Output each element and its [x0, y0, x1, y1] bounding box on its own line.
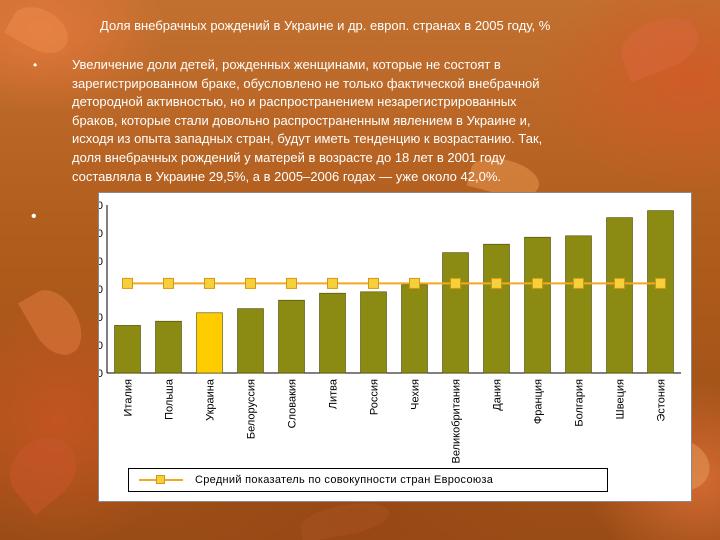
- y-tick-label: 60: [99, 200, 103, 212]
- legend-symbol: [139, 475, 183, 485]
- average-marker-1: [163, 277, 174, 289]
- paragraph-line: составляла в Украине 29,5%, а в 2005–200…: [72, 168, 501, 184]
- legend-marker: [156, 475, 165, 484]
- bar-11: [565, 235, 592, 374]
- x-tick-label: Польша: [164, 378, 176, 420]
- y-tick-label: 10: [99, 340, 103, 352]
- bar-0: [114, 325, 141, 374]
- paragraph-line: детородной активностью, но и распростран…: [72, 94, 517, 110]
- y-tick-label: 0: [99, 368, 103, 380]
- x-tick-label: Словакия: [287, 379, 299, 428]
- x-tick-label: Швеция: [615, 379, 627, 419]
- bullet-marker: •: [31, 208, 37, 225]
- y-tick-label: 20: [99, 312, 103, 324]
- y-tick-label: 50: [99, 228, 103, 240]
- paragraph-line: исходя из опыта западных стран, будут им…: [72, 131, 543, 147]
- x-tick-label: Франция: [533, 379, 545, 424]
- bar-chart: 0 10 20 30 40 50 60 Италия Польша Украина Белорусс…: [98, 192, 692, 502]
- bar-9: [483, 243, 510, 374]
- bar-8: [442, 252, 469, 374]
- x-tick-label: Украина: [205, 378, 217, 421]
- bar-1: [155, 320, 182, 374]
- average-marker-0: [122, 277, 133, 289]
- average-marker-10: [532, 277, 543, 289]
- bar-4: [278, 299, 305, 374]
- average-marker-6: [368, 277, 379, 289]
- bar-7: [401, 284, 428, 374]
- y-tick-label: 30: [99, 284, 103, 296]
- average-marker-8: [450, 277, 461, 289]
- x-tick-label: Россия: [369, 379, 381, 415]
- bar-3: [237, 308, 264, 374]
- average-marker-2: [204, 277, 215, 289]
- average-marker-3: [245, 277, 256, 289]
- paragraph-line: зарегистрированном браке, обусловлено не…: [72, 75, 540, 91]
- average-marker-12: [614, 277, 625, 289]
- bar-12: [606, 217, 633, 374]
- average-marker-7: [409, 277, 420, 289]
- bar-6: [360, 291, 387, 374]
- x-tick-label: Великобритания: [451, 379, 463, 464]
- chart-canvas: 0 10 20 30 40 50 60 Италия Польша Украина Белорусс…: [99, 200, 681, 464]
- bar-13: [647, 210, 674, 374]
- y-tick-label: 40: [99, 256, 103, 268]
- x-tick-label: Дания: [492, 379, 504, 411]
- x-tick-label: Чехия: [410, 379, 422, 410]
- average-marker-9: [491, 277, 502, 289]
- paragraph-line: Увеличение доли детей, рожденных женщина…: [72, 57, 501, 72]
- bar-5: [319, 292, 346, 374]
- bar-highlight-2: [196, 312, 223, 374]
- x-tick-label: Литва: [328, 378, 340, 409]
- slide-title: Доля внебрачных рождений в Украине и др.…: [100, 18, 551, 33]
- bullet-marker: •: [33, 58, 38, 72]
- average-marker-5: [327, 277, 338, 289]
- average-marker-11: [573, 277, 584, 289]
- bar-10: [524, 236, 551, 374]
- paragraph-line: браков, которые стали довольно распростр…: [72, 112, 531, 128]
- x-tick-label: Италия: [123, 379, 135, 417]
- chart-legend: Средний показатель по совокупности стран…: [128, 468, 608, 492]
- x-tick-label: Белоруссия: [246, 379, 258, 439]
- paragraph-line: доля внебрачных рождений у матерей в воз…: [72, 149, 506, 165]
- average-marker-13: [655, 277, 666, 289]
- slide-paragraph: Увеличение доли детей, рожденных женщина…: [72, 56, 672, 186]
- x-tick-label: Эстония: [656, 379, 668, 422]
- x-tick-label: Болгария: [574, 379, 586, 427]
- legend-label: Средний показатель по совокупности стран…: [195, 474, 494, 486]
- average-marker-4: [286, 277, 297, 289]
